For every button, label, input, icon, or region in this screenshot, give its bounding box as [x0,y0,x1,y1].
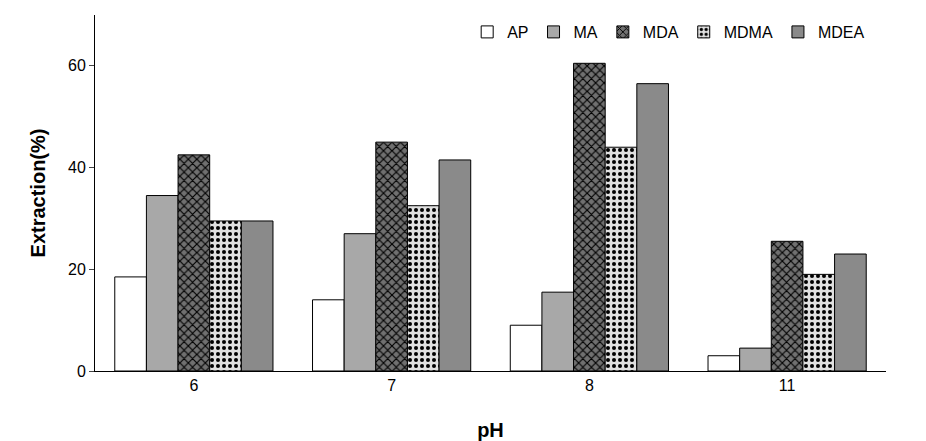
svg-text:MA: MA [574,24,598,41]
svg-text:8: 8 [585,377,594,394]
svg-text:40: 40 [68,159,86,176]
svg-text:pH: pH [477,419,504,441]
svg-text:AP: AP [507,24,528,41]
svg-text:20: 20 [68,261,86,278]
svg-text:60: 60 [68,57,86,74]
svg-text:Extraction(%): Extraction(%) [27,129,49,258]
svg-text:11: 11 [779,377,796,394]
svg-text:0: 0 [77,363,86,380]
svg-text:MDMA: MDMA [724,24,773,41]
svg-text:6: 6 [189,377,198,394]
svg-text:MDA: MDA [643,24,679,41]
svg-text:7: 7 [387,377,396,394]
svg-text:MDEA: MDEA [818,24,865,41]
